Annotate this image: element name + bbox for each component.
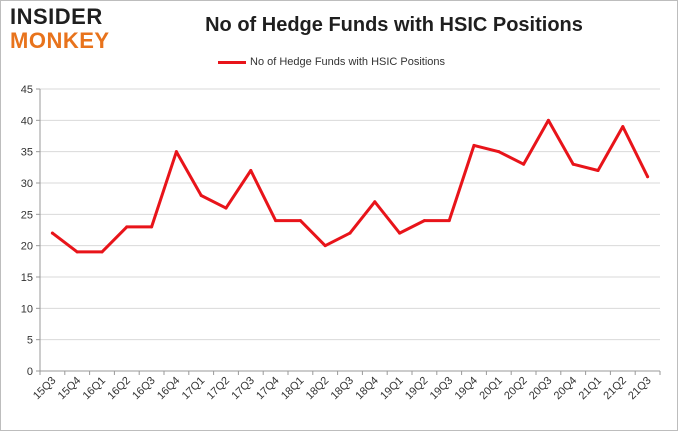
- data-point: [249, 168, 253, 172]
- data-point: [348, 231, 352, 235]
- data-point: [323, 244, 327, 248]
- y-tick-label: 30: [21, 178, 33, 190]
- data-point: [274, 219, 278, 223]
- y-tick-label: 5: [27, 335, 33, 347]
- data-point: [571, 162, 575, 166]
- legend-swatch: [218, 60, 246, 64]
- y-tick-label: 0: [27, 366, 33, 378]
- x-tick-label: 17Q3: [229, 375, 257, 403]
- data-point: [199, 194, 203, 198]
- data-point: [522, 162, 526, 166]
- x-tick-label: 21Q1: [577, 375, 605, 403]
- data-point: [224, 206, 228, 210]
- x-tick-label: 17Q2: [205, 375, 233, 403]
- y-tick-label: 35: [21, 147, 33, 159]
- x-tick-label: 17Q4: [254, 375, 282, 403]
- logo-text-top: INSIDER: [10, 4, 103, 29]
- x-tick-label: 19Q1: [378, 375, 406, 403]
- x-tick-label: 16Q4: [155, 375, 183, 403]
- data-point: [621, 125, 625, 129]
- x-tick-label: 19Q4: [453, 375, 481, 403]
- x-tick-label: 20Q4: [552, 375, 580, 403]
- data-point: [100, 250, 104, 254]
- x-tick-label: 21Q2: [601, 375, 629, 403]
- data-point: [125, 225, 129, 229]
- data-point: [497, 150, 501, 154]
- x-tick-label: 19Q2: [403, 375, 431, 403]
- y-tick-label: 40: [21, 115, 33, 127]
- y-tick-label: 45: [21, 84, 33, 96]
- logo-text-bottom: MONKEY: [10, 28, 110, 53]
- data-point: [546, 118, 550, 122]
- chart-legend: No of Hedge Funds with HSIC Positions: [218, 54, 445, 70]
- y-tick-label: 20: [21, 241, 33, 253]
- x-tick-label: 20Q1: [477, 375, 505, 403]
- x-tick-label: 18Q3: [329, 375, 357, 403]
- insider-monkey-logo: INSIDER MONKEY: [10, 6, 128, 54]
- x-tick-label: 17Q1: [180, 375, 208, 403]
- x-tick-label: 19Q3: [428, 375, 456, 403]
- data-point: [50, 231, 54, 235]
- x-tick-label: 15Q4: [56, 375, 84, 403]
- x-tick-label: 15Q3: [31, 375, 59, 403]
- x-tick-label: 20Q2: [502, 375, 530, 403]
- chart-title: No of Hedge Funds with HSIC Positions: [205, 14, 583, 36]
- y-tick-label: 25: [21, 209, 33, 221]
- data-point: [373, 200, 377, 204]
- x-tick-label: 18Q2: [304, 375, 332, 403]
- legend-label: No of Hedge Funds with HSIC Positions: [250, 56, 446, 68]
- y-tick-label: 15: [21, 272, 33, 284]
- x-tick-label: 16Q2: [105, 375, 133, 403]
- x-tick-label: 16Q3: [130, 375, 158, 403]
- data-point: [398, 231, 402, 235]
- data-point: [646, 175, 650, 179]
- x-tick-label: 21Q3: [626, 375, 654, 403]
- x-tick-label: 20Q3: [527, 375, 555, 403]
- data-point: [447, 219, 451, 223]
- y-tick-label: 10: [21, 303, 33, 315]
- x-tick-label: 18Q1: [279, 375, 307, 403]
- x-tick-label: 18Q4: [353, 375, 381, 403]
- data-point: [596, 168, 600, 172]
- data-point: [150, 225, 154, 229]
- data-point: [422, 219, 426, 223]
- data-point: [472, 143, 476, 147]
- data-point: [174, 150, 178, 154]
- x-tick-label: 16Q1: [81, 375, 109, 403]
- data-point: [298, 219, 302, 223]
- data-point: [75, 250, 79, 254]
